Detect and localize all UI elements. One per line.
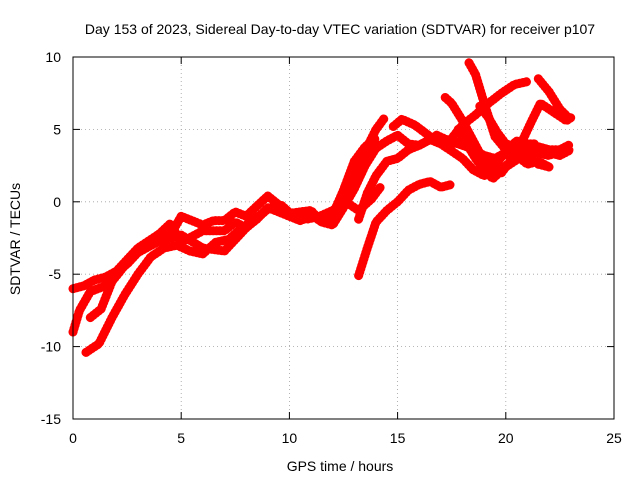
x-axis-label: GPS time / hours <box>287 458 394 474</box>
series-track-4-markers <box>81 182 385 357</box>
x-tick-label: 15 <box>390 430 406 446</box>
series-track-5-markers <box>354 177 457 281</box>
x-tick-label: 0 <box>69 430 77 446</box>
y-tick-label: -10 <box>41 339 61 355</box>
y-tick-label: 5 <box>53 121 61 137</box>
y-tick-label: -5 <box>49 266 62 282</box>
y-tick-label: 0 <box>53 194 61 210</box>
chart-title: Day 153 of 2023, Sidereal Day-to-day VTE… <box>85 21 595 37</box>
y-axis-label: SDTVAR / TECUs <box>7 183 23 295</box>
series-track-9-markers <box>464 58 554 172</box>
y-tick-label: -15 <box>41 411 61 427</box>
series-track-13-markers <box>533 74 574 123</box>
x-tick-label: 5 <box>177 430 185 446</box>
plot-frame <box>72 56 615 420</box>
series-track-14-markers <box>475 101 576 160</box>
data-series-layer <box>68 58 576 357</box>
series-track-10-markers <box>453 124 532 184</box>
x-tick-label: 20 <box>498 430 514 446</box>
axis-ticks <box>72 56 615 420</box>
x-tick-label: 10 <box>282 430 298 446</box>
x-tick-label: 25 <box>606 430 622 446</box>
y-tick-label: 10 <box>45 49 61 65</box>
tick-labels: 0 5 10 15 20 25 -15 -10 -5 0 5 10 <box>41 49 622 446</box>
